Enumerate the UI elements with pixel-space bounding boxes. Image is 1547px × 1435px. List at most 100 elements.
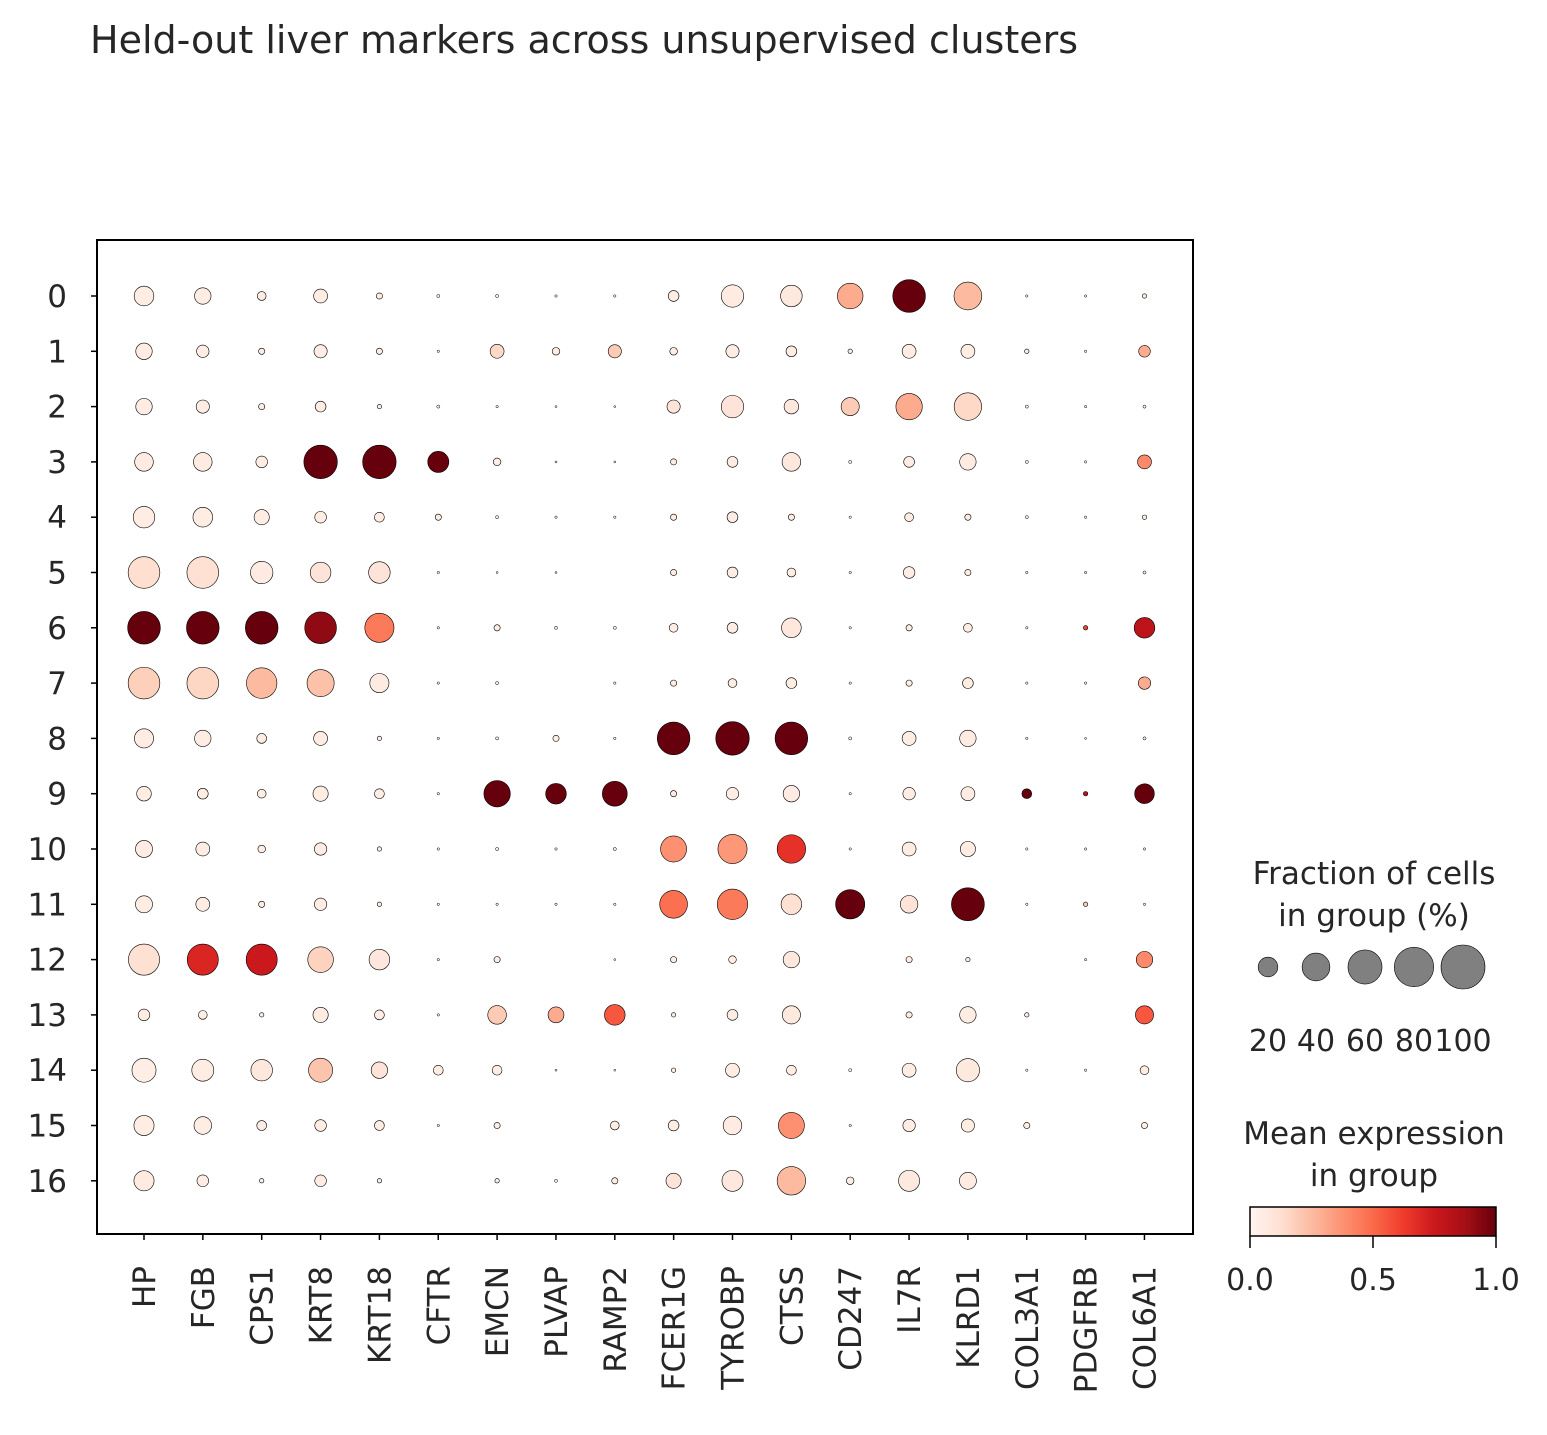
y-tick-label-13: 13 xyxy=(28,998,67,1034)
dot-cluster-12-krt8 xyxy=(307,946,334,973)
dot-cluster-1-hp xyxy=(135,342,153,360)
size-legend-dot-20 xyxy=(1257,956,1279,978)
dot-cluster-3-plvap xyxy=(554,460,558,464)
y-tick-label-8: 8 xyxy=(47,721,67,757)
dot-cluster-13-fcer1g xyxy=(671,1012,677,1018)
plot-area xyxy=(96,239,1194,1235)
dot-cluster-3-krt8 xyxy=(303,444,338,479)
size-legend-items: 20 40 60 80 100 xyxy=(1249,944,1492,1059)
dot-cluster-13-krt8 xyxy=(312,1006,329,1023)
dot-cluster-0-fcer1g xyxy=(667,290,680,302)
colorbar xyxy=(1249,1206,1497,1237)
x-tick-label-cps1: CPS1 xyxy=(245,1266,281,1346)
y-tick-label-15: 15 xyxy=(28,1109,67,1145)
dot-cluster-2-klrd1 xyxy=(953,392,982,421)
y-tick-label-9: 9 xyxy=(47,777,67,813)
dot-cluster-10-fgb xyxy=(195,841,211,857)
dot-cluster-8-plvap xyxy=(552,734,560,742)
dot-cluster-13-col6a1 xyxy=(1135,1005,1154,1025)
dot-cluster-14-cftr xyxy=(433,1064,444,1076)
dot-cluster-0-cd247 xyxy=(837,282,864,310)
dot-cluster-14-krt8 xyxy=(308,1057,333,1083)
dot-cluster-13-cps1 xyxy=(259,1012,265,1018)
dot-cluster-14-emcn xyxy=(491,1064,503,1076)
dot-cluster-6-il7r xyxy=(905,624,913,632)
dot-cluster-5-klrd1 xyxy=(964,569,972,576)
colorbar-ticks: 0.0 0.5 1.0 xyxy=(1226,1236,1520,1298)
dot-cluster-9-hp xyxy=(136,786,152,802)
color-legend: Mean expression in group 0.0 0.5 1.0 xyxy=(1226,1116,1520,1298)
dot-cluster-1-col3a1 xyxy=(1024,348,1030,354)
size-legend-title-line2: in group (%) xyxy=(1278,898,1470,934)
dot-cluster-13-fgb xyxy=(198,1010,208,1020)
dot-cluster-12-emcn xyxy=(493,956,501,964)
dot-cluster-11-klrd1 xyxy=(951,887,985,922)
size-legend-title-line1: Fraction of cells xyxy=(1253,856,1496,892)
dot-cluster-12-fcer1g xyxy=(670,956,678,964)
dot-cluster-16-klrd1 xyxy=(959,1171,977,1190)
dot-cluster-8-krt8 xyxy=(313,731,328,746)
dot-cluster-15-cd247 xyxy=(848,1124,852,1127)
dot-cluster-16-cd247 xyxy=(846,1176,855,1185)
dot-cluster-12-il7r xyxy=(905,956,913,964)
dot-cluster-11-fcer1g xyxy=(659,890,688,919)
dot-cluster-0-il7r xyxy=(892,279,926,313)
dot-cluster-12-cftr xyxy=(436,958,440,962)
colorbar-tick-label-0.5: 0.5 xyxy=(1349,1263,1397,1298)
dot-cluster-13-plvap xyxy=(547,1006,565,1024)
dot-cluster-9-fcer1g xyxy=(670,790,678,798)
dot-cluster-1-cps1 xyxy=(258,347,266,355)
dot-cluster-4-hp xyxy=(132,506,156,529)
size-legend-dot-60 xyxy=(1347,949,1383,985)
x-tick-label-pdgfrb: PDGFRB xyxy=(1069,1266,1105,1393)
dot-cluster-2-col6a1 xyxy=(1142,404,1147,409)
dot-cluster-10-krt18 xyxy=(376,846,382,852)
dot-cluster-6-emcn xyxy=(493,624,501,632)
dot-cluster-6-cftr xyxy=(436,626,440,630)
plot-frame xyxy=(96,239,1194,1235)
dot-cluster-15-cps1 xyxy=(256,1120,267,1131)
dot-cluster-8-col6a1 xyxy=(1142,736,1147,741)
dot-cluster-9-cftr xyxy=(436,792,440,796)
dot-cluster-10-col6a1 xyxy=(1143,847,1146,851)
dot-cluster-10-il7r xyxy=(901,841,917,857)
dot-cluster-7-ramp2 xyxy=(613,681,617,685)
chart-title: Held-out liver markers across unsupervis… xyxy=(90,18,1078,62)
dot-cluster-7-pdgfrb xyxy=(1084,681,1088,685)
color-legend-title-line2: in group xyxy=(1310,1158,1438,1194)
dot-cluster-13-krt18 xyxy=(374,1009,385,1021)
dot-cluster-15-ramp2 xyxy=(610,1120,620,1131)
dot-cluster-5-ctss xyxy=(786,567,797,578)
dot-cluster-0-cftr xyxy=(436,294,441,298)
dot-cluster-12-pdgfrb xyxy=(1084,958,1088,962)
dot-cluster-0-krt8 xyxy=(313,288,328,304)
dot-cluster-4-klrd1 xyxy=(964,513,972,521)
dot-cluster-14-klrd1 xyxy=(955,1058,980,1083)
dot-cluster-3-il7r xyxy=(903,456,915,468)
size-legend: Fraction of cells in group (%) 20 40 60 80 1… xyxy=(1249,856,1496,1059)
dot-cluster-16-ctss xyxy=(776,1166,806,1196)
dot-cluster-2-plvap xyxy=(554,405,558,408)
dot-cluster-13-emcn xyxy=(487,1005,507,1025)
dot-cluster-14-fcer1g xyxy=(671,1067,677,1073)
dot-cluster-5-col6a1 xyxy=(1142,570,1147,575)
dot-cluster-7-emcn xyxy=(495,681,499,685)
x-tick-label-plvap: PLVAP xyxy=(539,1266,575,1358)
dot-cluster-5-emcn xyxy=(495,571,499,574)
dot-cluster-9-il7r xyxy=(902,787,916,801)
dot-cluster-8-fcer1g xyxy=(656,721,691,756)
dot-cluster-0-tyrobp xyxy=(720,284,745,308)
dot-cluster-16-emcn xyxy=(494,1178,500,1184)
dot-cluster-11-il7r xyxy=(899,895,919,914)
dot-cluster-16-tyrobp xyxy=(721,1169,744,1192)
dot-cluster-10-hp xyxy=(135,840,153,858)
dot-cluster-0-col3a1 xyxy=(1025,294,1029,298)
dot-cluster-10-fcer1g xyxy=(660,835,687,863)
dot-cluster-11-hp xyxy=(135,895,153,914)
dot-cluster-7-cps1 xyxy=(246,667,278,699)
dot-cluster-12-klrd1 xyxy=(965,957,971,963)
dot-cluster-7-fcer1g xyxy=(670,679,678,687)
dot-cluster-14-hp xyxy=(131,1057,157,1083)
dot-cluster-4-fcer1g xyxy=(670,513,678,521)
dot-cluster-10-krt8 xyxy=(314,842,328,856)
